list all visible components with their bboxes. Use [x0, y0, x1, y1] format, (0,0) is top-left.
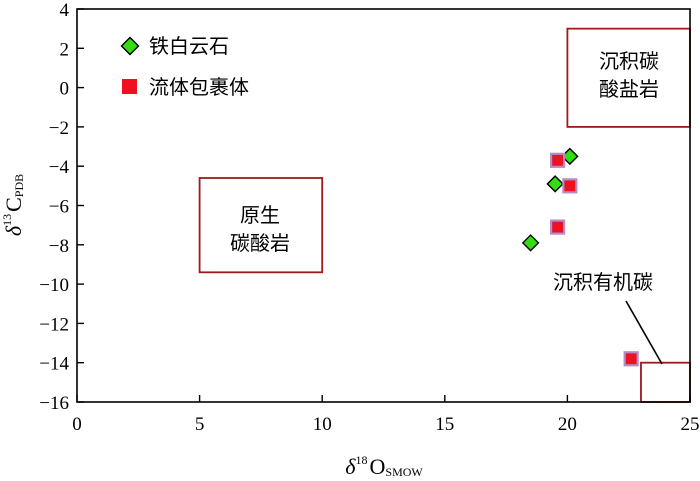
zone-label-primary-carbonate-line-2: 碳酸岩	[230, 231, 290, 255]
x-axis-label-main: O	[370, 454, 386, 479]
x-tick-label: 0	[72, 414, 82, 435]
x-tick-label: 20	[558, 414, 577, 435]
x-axis-label-sup: 18	[356, 453, 368, 467]
fluid-inclusion-point	[549, 219, 566, 235]
zone-label-sedimentary-carbonate-line-2: 酸盐岩	[599, 77, 659, 101]
x-tick-label: 10	[313, 414, 332, 435]
y-axis-label-sub: PDB	[12, 174, 26, 197]
x-axis-label-sub: SMOW	[385, 465, 423, 479]
y-axis-label-main: C	[1, 197, 26, 212]
legend-marker-fluid-inclusion	[122, 79, 137, 94]
zone-label-sedimentary-carbonate-line-1: 沉积碳	[599, 49, 659, 73]
x-tick-label: 5	[195, 414, 205, 435]
y-tick-label: −10	[39, 275, 69, 296]
legend: 铁白云石 流体包裹体	[120, 34, 249, 99]
fluid-inclusion-point	[623, 351, 639, 367]
y-tick-label: −14	[39, 354, 69, 375]
y-tick-label: 4	[60, 0, 70, 21]
zone-label-primary-carbonate-line-1: 原生	[240, 203, 280, 227]
ankerite-point	[546, 175, 564, 193]
points-layer	[521, 147, 639, 367]
zone-box-sedimentary-organic-carbon	[640, 361, 691, 403]
ankerite-point	[521, 234, 540, 252]
y-tick-label: −4	[49, 157, 70, 178]
x-axis-label: δ18OSMOW	[345, 453, 423, 479]
y-tick-label: −2	[49, 118, 69, 139]
y-axis-label: δ13 CPDB	[0, 174, 26, 236]
y-axis-label-symbol: δ	[1, 225, 26, 236]
ankerite-point	[561, 147, 579, 166]
zone-box-primary-carbonate	[198, 177, 324, 274]
y-tick-label: −6	[49, 197, 69, 218]
y-tick-label: 2	[60, 39, 70, 60]
y-axis-label-sup: 13	[0, 214, 14, 226]
y-tick-label: −12	[39, 314, 69, 335]
legend-label-ankerite: 铁白云石	[149, 34, 229, 58]
fluid-inclusion-point	[562, 178, 578, 194]
y-tick-label: 0	[60, 79, 70, 100]
x-axis-label-symbol: δ	[345, 454, 356, 479]
fluid-inclusion-point	[549, 152, 566, 168]
legend-marker-ankerite	[120, 36, 140, 56]
y-tick-label: −8	[49, 236, 69, 257]
y-tick-label: −16	[39, 393, 69, 414]
legend-label-fluid-inclusion: 流体包裹体	[149, 75, 249, 99]
organic-carbon-leader-line	[625, 300, 663, 365]
zone-label-sedimentary-organic-carbon: 沉积有机碳	[553, 270, 653, 294]
x-tick-label: 25	[681, 414, 700, 435]
x-tick-label: 15	[435, 414, 454, 435]
